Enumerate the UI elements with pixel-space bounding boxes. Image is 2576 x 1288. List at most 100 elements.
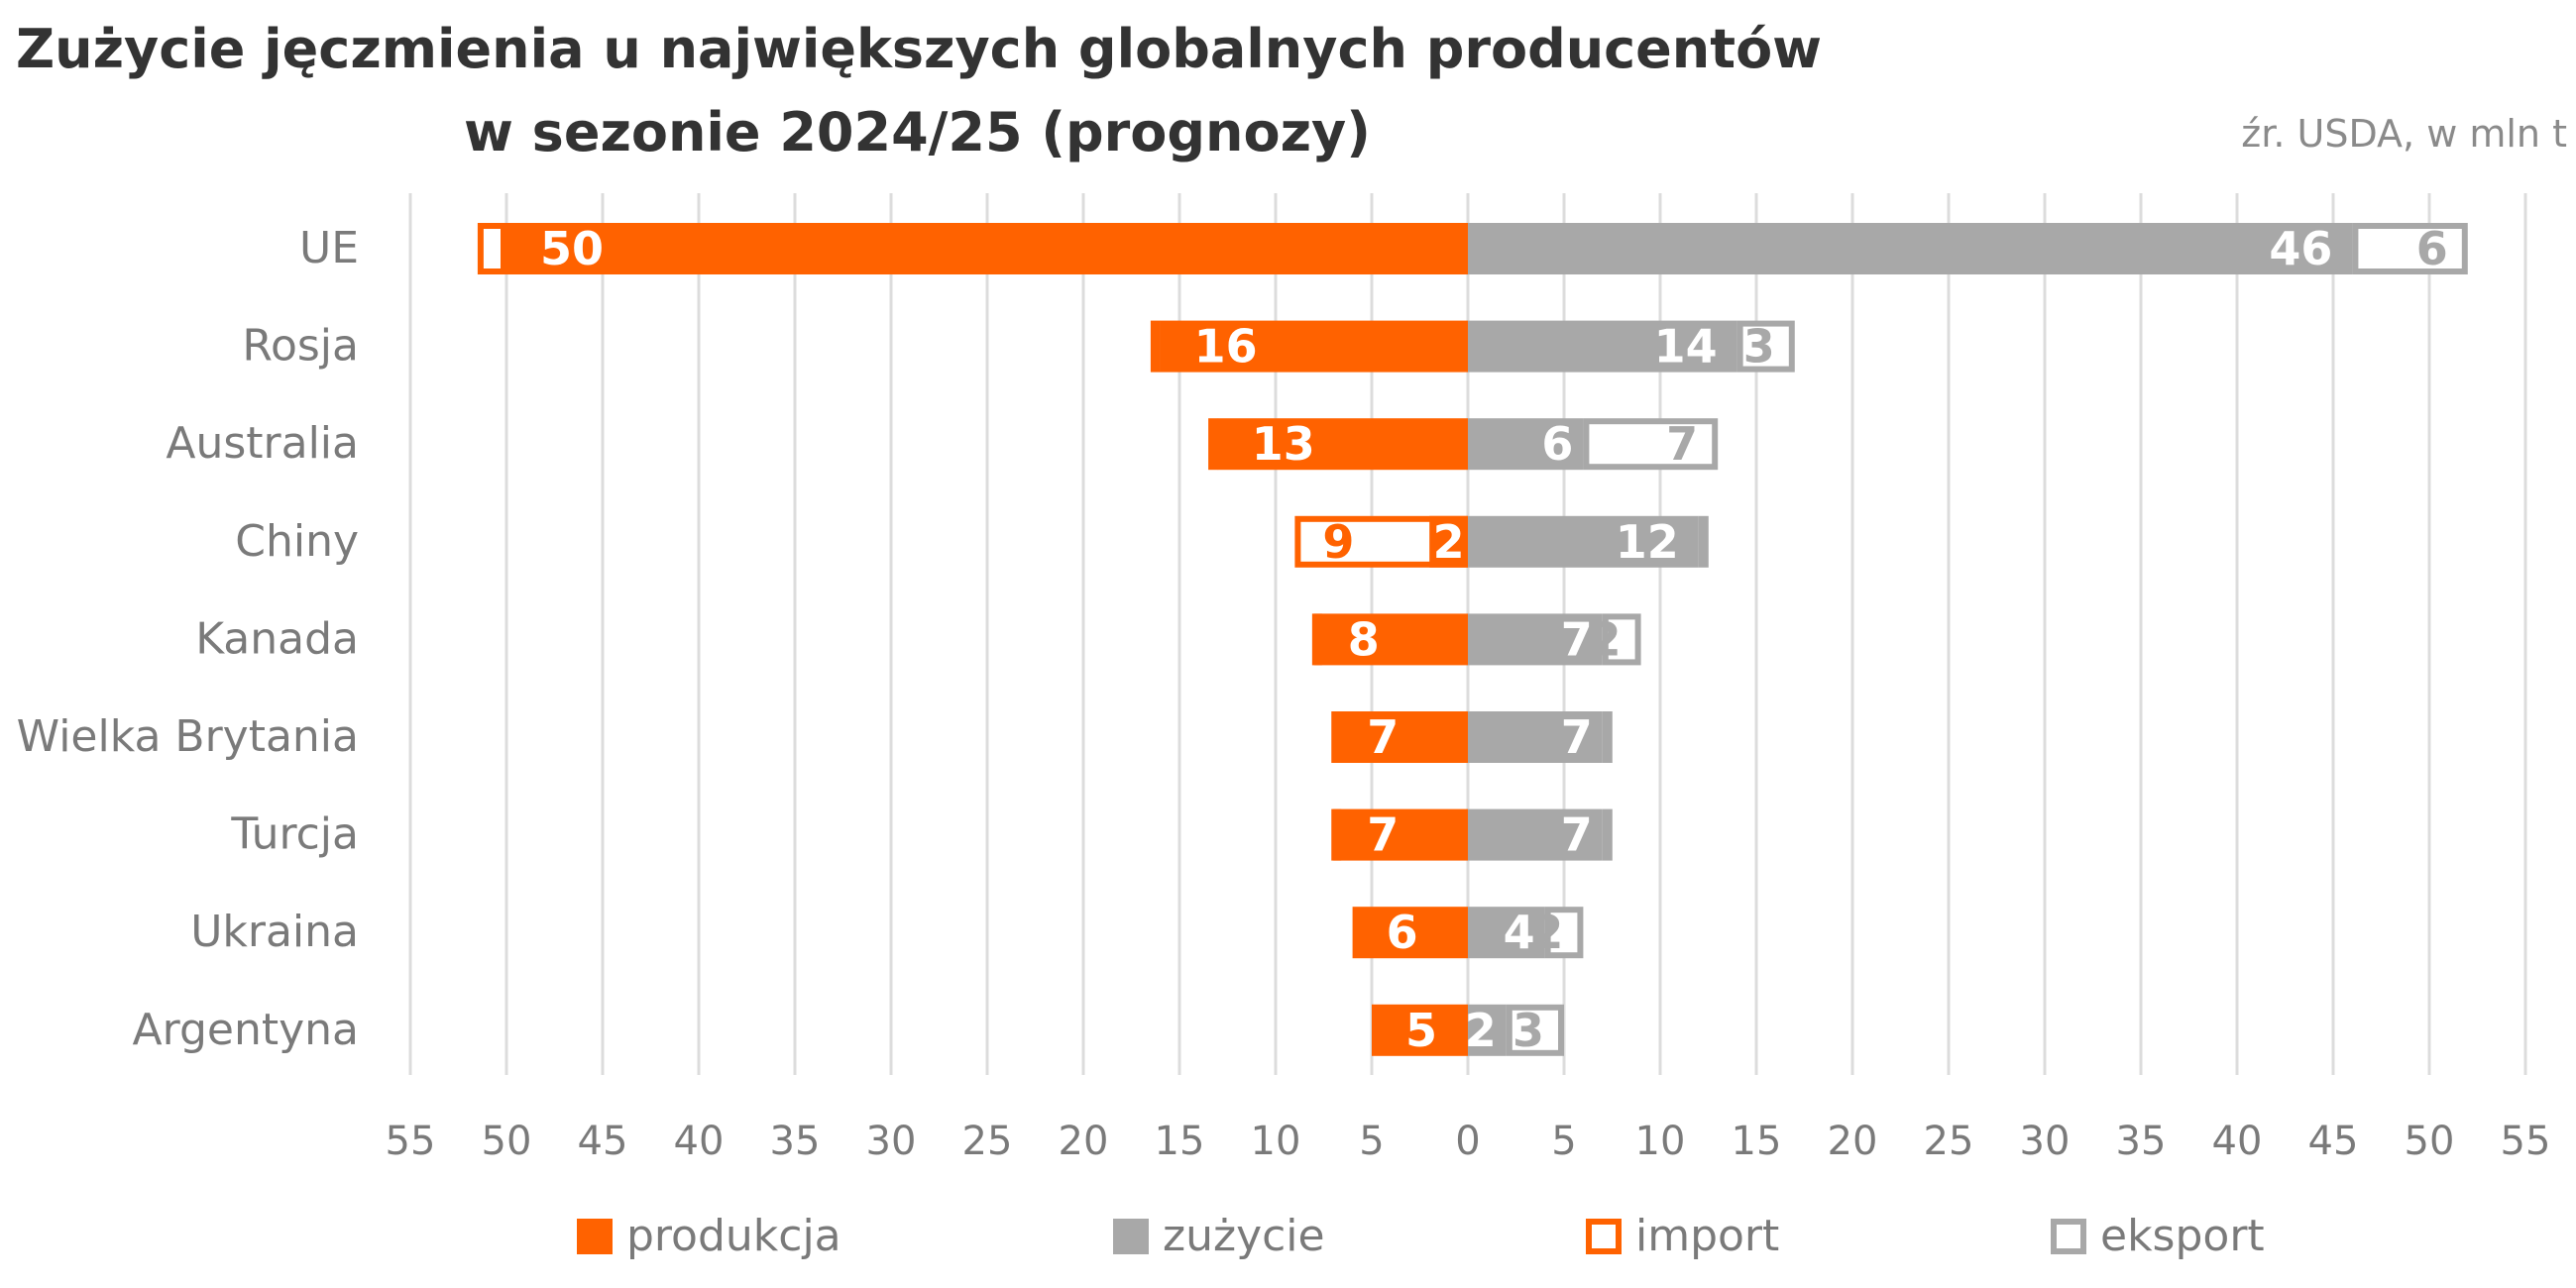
bar-import-kanada: [1311, 613, 1322, 666]
data-label-produkcja-argentyna: 5: [1405, 1004, 1437, 1057]
bar-import-australia: [1208, 418, 1219, 471]
bar-zuzycie-ukraina: [1468, 907, 1545, 959]
category-labels: UE Rosja Australia Chiny Kanada Wielka Brytan…: [17, 223, 359, 1055]
bar-produkcja-wielka-brytania: [1333, 711, 1468, 763]
data-label-produkcja-australia: 13: [1252, 417, 1315, 471]
bar-zuzycie-chiny: [1468, 515, 1699, 568]
x-tick-label: 45: [578, 1119, 628, 1164]
x-tick-label: 50: [482, 1119, 532, 1164]
bar-eksport-ue: [2352, 223, 2468, 274]
bar-eksport-wielka-brytania: [1602, 711, 1613, 763]
data-label-zuzycie-chiny: 12: [1616, 515, 1679, 569]
bar-import-rosja: [1150, 320, 1161, 373]
category-label-ue: UE: [299, 223, 359, 273]
category-label-ukraina: Ukraina: [190, 907, 359, 957]
data-label-produkcja-kanada: 8: [1348, 612, 1380, 666]
x-tick-label: 5: [1359, 1119, 1384, 1164]
data-label-zuzycie-turcja: 7: [1561, 808, 1593, 862]
x-tick-label: 50: [2405, 1119, 2455, 1164]
x-tick-label: 40: [674, 1119, 725, 1164]
legend-swatch-eksport: [2051, 1219, 2086, 1254]
bar-produkcja-australia: [1217, 418, 1468, 471]
source-note: źr. USDA, w mln t: [2241, 112, 2567, 156]
data-label-zuzycie-ue: 46: [2269, 222, 2332, 275]
data-label-produkcja-ue: 50: [540, 222, 604, 275]
bar-eksport-kanada: [1602, 613, 1641, 666]
data-label-zuzycie-argentyna: 2: [1465, 1004, 1497, 1057]
data-label-zuzycie-rosja: 14: [1654, 320, 1718, 374]
bar-zuzycie-wielka-brytania: [1468, 711, 1603, 763]
x-tick-label: 25: [962, 1119, 1013, 1164]
data-label-eksport-australia: 7: [1666, 417, 1698, 471]
x-tick-label: 25: [1924, 1119, 1974, 1164]
legend: produkcja zużycie import eksport: [577, 1211, 2265, 1261]
data-label-import-core-chiny: 2: [1433, 515, 1465, 569]
data-label-eksport-ue: 6: [2416, 222, 2448, 275]
bars: 50 46 616 14 313 6 79 2 128 727 77 76 425 2 3: [477, 222, 2468, 1057]
x-tick-label: 30: [2020, 1119, 2071, 1164]
data-label-produkcja-rosja: 16: [1194, 320, 1258, 374]
data-label-zuzycie-ukraina: 4: [1504, 906, 1535, 959]
data-label-produkcja-wielka-brytania: 7: [1367, 710, 1399, 764]
bar-produkcja-ukraina: [1352, 907, 1468, 959]
category-label-rosja: Rosja: [242, 321, 359, 372]
x-axis-ticks: 55 50 45 40 35 30 25 20 15 10 5 0 5 10 15 20 25 30 35 40 45 5…: [386, 1119, 2551, 1164]
bar-import-core-chiny: [1429, 515, 1468, 568]
bar-zuzycie-turcja: [1468, 808, 1603, 861]
bar-produkcja-turcja: [1333, 808, 1468, 861]
bar-zuzycie-rosja: [1468, 320, 1737, 373]
category-label-australia: Australia: [166, 418, 359, 469]
data-label-import-chiny: 9: [1322, 515, 1354, 569]
data-label-eksport-kanada: 2: [1590, 612, 1622, 666]
x-tick-label: 40: [2212, 1119, 2263, 1164]
bar-produkcja-argentyna: [1372, 1004, 1468, 1056]
bar-zuzycie-argentyna: [1468, 1004, 1507, 1056]
category-label-turcja: Turcja: [230, 809, 359, 860]
x-tick-label: 35: [2116, 1119, 2167, 1164]
x-tick-label: 10: [1251, 1119, 1301, 1164]
category-label-argentyna: Argentyna: [133, 1005, 359, 1055]
legend-label-produkcja: produkcja: [626, 1211, 841, 1261]
data-label-eksport-ukraina: 2: [1531, 906, 1563, 959]
data-label-eksport-rosja: 3: [1743, 320, 1775, 374]
legend-label-zuzycie: zużycie: [1163, 1211, 1325, 1261]
x-tick-label: 35: [770, 1119, 821, 1164]
bar-eksport-rosja: [1736, 320, 1795, 373]
bar-import-wielka-brytania: [1331, 711, 1342, 763]
data-label-zuzycie-wielka-brytania: 7: [1561, 710, 1593, 764]
bar-eksport-ukraina: [1544, 907, 1584, 959]
data-label-produkcja-turcja: 7: [1367, 808, 1399, 862]
legend-swatch-produkcja: [577, 1219, 613, 1254]
x-tick-label: 20: [1059, 1119, 1109, 1164]
legend-label-import: import: [1635, 1211, 1779, 1261]
bar-eksport-australia: [1583, 418, 1719, 471]
bar-import-ue: [477, 223, 506, 274]
bar-produkcja-rosja: [1160, 320, 1468, 373]
bar-produkcja-kanada: [1313, 613, 1468, 666]
x-tick-label: 5: [1551, 1119, 1576, 1164]
x-tick-label: 0: [1455, 1119, 1480, 1164]
chart-title-line1: Zużycie jęczmienia u największych global…: [16, 18, 1822, 80]
data-label-eksport-argentyna: 3: [1512, 1004, 1544, 1057]
bar-import-turcja: [1331, 808, 1342, 861]
data-label-zuzycie-kanada: 7: [1561, 612, 1593, 666]
legend-swatch-import: [1586, 1219, 1622, 1254]
bar-produkcja-ue: [506, 223, 1468, 274]
x-tick-label: 30: [866, 1119, 917, 1164]
bar-eksport-turcja: [1602, 808, 1613, 861]
chart-title-line2: w sezonie 2024/25 (prognozy): [464, 101, 1371, 163]
data-label-zuzycie-australia: 6: [1541, 417, 1573, 471]
data-label-produkcja-ukraina: 6: [1387, 906, 1418, 959]
x-tick-label: 55: [386, 1119, 436, 1164]
bar-eksport-chiny: [1698, 515, 1709, 568]
x-tick-label: 10: [1635, 1119, 1686, 1164]
bar-eksport-argentyna: [1506, 1004, 1565, 1056]
x-tick-label: 20: [1828, 1119, 1878, 1164]
category-label-chiny: Chiny: [235, 516, 359, 567]
x-tick-label: 45: [2308, 1119, 2359, 1164]
bar-zuzycie-australia: [1468, 418, 1584, 471]
legend-swatch-zuzycie: [1113, 1219, 1149, 1254]
bar-zuzycie-kanada: [1468, 613, 1603, 666]
legend-label-eksport: eksport: [2100, 1211, 2265, 1261]
